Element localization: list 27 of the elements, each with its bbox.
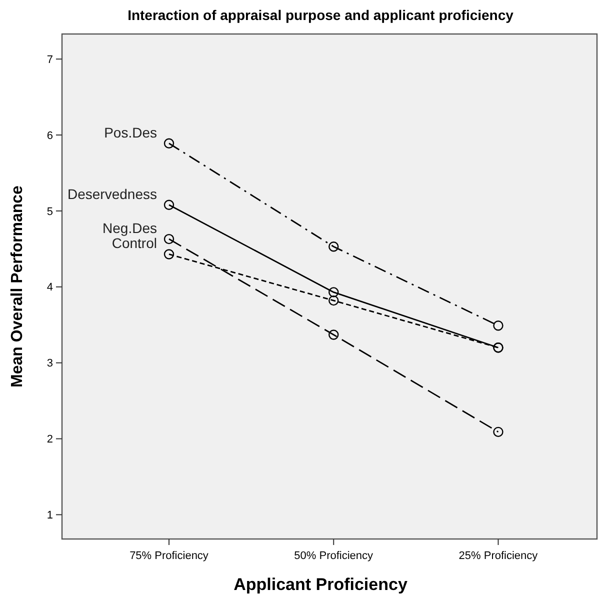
x-tick-label: 75% Proficiency xyxy=(130,550,209,562)
point xyxy=(328,287,339,298)
point xyxy=(493,426,504,438)
point xyxy=(164,138,174,148)
y-tick-label: 6 xyxy=(46,130,53,142)
point xyxy=(328,330,339,340)
y-tick-label: 1 xyxy=(46,510,53,522)
y-tick-label: 5 xyxy=(46,206,53,218)
series-label: Pos.Des xyxy=(104,124,157,140)
point xyxy=(328,295,339,306)
y-axis-title: Mean Overall Performance xyxy=(9,185,26,388)
x-tick-label: 50% Proficiency xyxy=(294,550,374,562)
point xyxy=(493,320,504,331)
point xyxy=(164,234,174,244)
y-tick-label: 3 xyxy=(46,358,53,370)
x-axis-title: Applicant Proficiency xyxy=(234,575,408,594)
y-tick-label: 4 xyxy=(46,282,53,294)
series-label: Control xyxy=(112,235,157,252)
point xyxy=(164,200,174,210)
point xyxy=(164,249,174,260)
x-tick-label: 25% Proficiency xyxy=(458,550,538,562)
series-label: Neg.Des xyxy=(102,220,157,236)
point xyxy=(328,242,339,252)
chart-title: Interaction of appraisal purpose and applicant proficiency xyxy=(128,7,514,23)
y-tick-label: 7 xyxy=(46,54,53,66)
y-tick-label: 2 xyxy=(46,434,53,446)
series-label: Deservedness xyxy=(68,186,157,202)
